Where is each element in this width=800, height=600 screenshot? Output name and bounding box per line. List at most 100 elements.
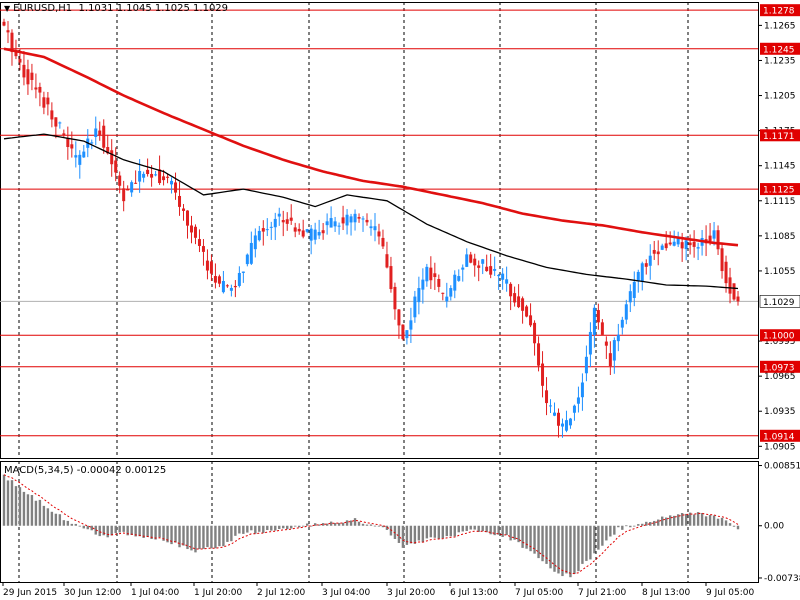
time-axis-label: 3 Jul 04:00 xyxy=(322,588,371,598)
candle-body xyxy=(716,230,720,250)
candle-body xyxy=(708,235,712,242)
macd-histogram-bar xyxy=(242,525,245,534)
macd-histogram-bar xyxy=(286,525,289,530)
macd-histogram-bar xyxy=(170,525,173,545)
candle-body xyxy=(305,229,309,232)
macd-histogram-bar xyxy=(613,525,616,535)
macd-histogram-bar xyxy=(377,525,381,527)
macd-histogram-bar xyxy=(704,516,708,526)
candle-body xyxy=(489,266,493,275)
candle-body xyxy=(98,130,102,135)
candle-body xyxy=(273,218,277,228)
level-price-label: 1.1245 xyxy=(763,45,795,55)
candle-body xyxy=(317,231,321,236)
candle-body xyxy=(545,390,549,404)
macd-histogram-bar xyxy=(585,525,588,561)
candle-body xyxy=(568,418,572,426)
level-price-tag xyxy=(760,429,800,442)
candle-body xyxy=(580,382,584,398)
macd-histogram-bar xyxy=(517,525,520,543)
candle-body xyxy=(513,293,517,303)
macd-histogram-bar xyxy=(533,525,536,554)
candle-body xyxy=(493,268,497,271)
candle-body xyxy=(481,259,485,264)
dropdown-triangle-icon[interactable]: ▼ xyxy=(4,4,11,13)
candle-body xyxy=(668,242,672,245)
candle-body xyxy=(170,180,174,185)
candle-body xyxy=(473,258,477,266)
macd-histogram-bar xyxy=(158,525,161,538)
macd-histogram-bar xyxy=(720,517,724,526)
current-price-label: 1.1029 xyxy=(763,298,795,308)
level-price-label: 1.0973 xyxy=(763,363,795,373)
candle-body xyxy=(18,58,22,63)
candle-body xyxy=(680,242,684,249)
macd-histogram-bar xyxy=(668,515,672,526)
candle-body xyxy=(134,182,138,184)
macd-histogram-bar xyxy=(138,525,141,537)
macd-histogram-bar xyxy=(437,525,441,539)
candle-body xyxy=(217,276,221,284)
price-tick-label: 1.1265 xyxy=(764,21,796,31)
macd-histogram-bar xyxy=(6,480,10,526)
candle-body xyxy=(588,331,592,355)
candle-body xyxy=(365,219,369,223)
macd-histogram-bar xyxy=(621,525,624,530)
macd-histogram-bar xyxy=(238,525,241,534)
price-tick-label: 1.1145 xyxy=(764,162,796,172)
candle-body xyxy=(197,239,201,246)
candle-body xyxy=(640,263,644,282)
macd-histogram-bar xyxy=(122,525,125,532)
candle-body xyxy=(269,226,273,228)
candle-body xyxy=(106,147,110,154)
candle-body xyxy=(497,274,501,277)
macd-histogram-bar xyxy=(150,525,153,540)
macd-histogram-bar xyxy=(321,523,325,526)
macd-histogram-bar xyxy=(373,525,377,527)
macd-histogram-bar xyxy=(609,525,612,537)
macd-histogram-bar xyxy=(353,518,357,526)
candle-body xyxy=(30,72,34,80)
candle-body xyxy=(533,322,537,344)
macd-histogram-bar xyxy=(405,525,409,545)
macd-histogram-bar xyxy=(266,525,269,531)
macd-histogram-bar xyxy=(489,525,492,535)
macd-histogram-bar xyxy=(309,525,313,527)
macd-tick-label: -0.00738 xyxy=(764,574,800,584)
macd-histogram-bar xyxy=(597,525,600,550)
macd-histogram-bar xyxy=(14,486,18,526)
time-axis-label: 6 Jul 13:00 xyxy=(450,588,499,598)
macd-histogram-bar xyxy=(38,499,42,526)
candle-body xyxy=(389,266,393,290)
candle-body xyxy=(644,263,648,267)
macd-histogram-bar xyxy=(162,525,165,541)
candle-body xyxy=(461,267,465,270)
candle-body xyxy=(114,160,118,173)
macd-header: MACD(5,34,5) -0.00042 0.00125 xyxy=(4,465,166,476)
candle-body xyxy=(281,220,285,223)
candle-body xyxy=(509,283,513,297)
candle-body xyxy=(122,188,126,202)
time-axis-label: 30 Jun 12:00 xyxy=(64,588,121,598)
macd-histogram-bar xyxy=(258,525,261,532)
macd-histogram-bar xyxy=(712,515,716,526)
candle-body xyxy=(477,265,481,268)
macd-histogram-bar xyxy=(278,525,281,530)
macd-histogram-bar xyxy=(397,525,401,543)
candle-body xyxy=(369,226,373,229)
candle-body xyxy=(660,245,664,250)
candle-body xyxy=(624,304,628,320)
candle-body xyxy=(692,241,696,247)
candle-body xyxy=(289,217,293,221)
macd-histogram-bar xyxy=(26,494,30,526)
candle-body xyxy=(150,173,154,178)
ohlc-values: 1.1031 1.1045 1.1025 1.1029 xyxy=(78,3,229,14)
macd-histogram-bar xyxy=(481,525,484,532)
macd-histogram-bar xyxy=(142,525,145,538)
macd-histogram-bar xyxy=(680,512,684,526)
candle-body xyxy=(529,315,533,326)
macd-name: MACD(5,34,5) xyxy=(4,465,74,476)
candle-body xyxy=(301,230,305,237)
